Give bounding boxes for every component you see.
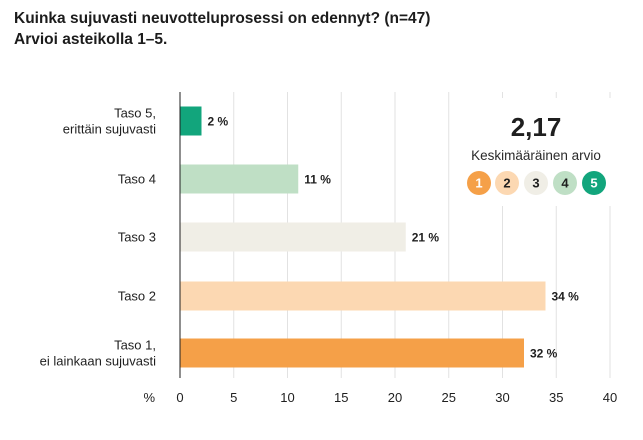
- chart-title: Kuinka sujuvasti neuvotteluprosessi on e…: [14, 8, 430, 50]
- scale-dot-label-1: 1: [475, 176, 482, 191]
- title-line-1: Kuinka sujuvasti neuvotteluprosessi on e…: [14, 10, 431, 27]
- value-label-5: 32 %: [530, 347, 558, 361]
- average-caption: Keskimääräinen arvio: [471, 148, 601, 163]
- category-label-3: Taso 3: [118, 230, 156, 245]
- x-tick-label-35: 35: [549, 390, 563, 405]
- scale-dot-5: [582, 171, 606, 195]
- x-tick-label-40: 40: [603, 390, 617, 405]
- x-tick-label-5: 5: [230, 390, 237, 405]
- scale-dot-1: [467, 171, 491, 195]
- x-tick-label-10: 10: [280, 390, 294, 405]
- value-label-4: 34 %: [552, 290, 580, 304]
- scale-dot-label-3: 3: [532, 176, 539, 191]
- title-line-2: Arvioi asteikolla 1–5.: [14, 31, 168, 48]
- value-label-2: 11 %: [304, 173, 331, 187]
- scale-dot-label-2: 2: [503, 176, 510, 191]
- x-axis: 0 5 10 15 20 25 30 35 40%: [143, 92, 617, 405]
- x-tick-label-0: 0: [176, 390, 183, 405]
- category-label-2: Taso 4: [118, 172, 156, 187]
- category-label-5: Taso 1, ei lainkaan sujuvasti: [40, 338, 156, 369]
- x-tick-label-30: 30: [495, 390, 509, 405]
- scale-dot-2: [495, 171, 519, 195]
- value-label-3: 21 %: [412, 231, 440, 245]
- category-label-4: Taso 2: [118, 289, 156, 304]
- scale-dot-label-4: 4: [561, 176, 569, 191]
- bar-1: [180, 106, 202, 136]
- average-value: 2,17: [511, 112, 562, 142]
- bar-4: [180, 281, 546, 311]
- value-label-1: 2 %: [208, 115, 229, 129]
- bar-3: [180, 222, 406, 252]
- category-label-1: Taso 5, erittäin sujuvasti: [63, 106, 156, 137]
- average-box: 2,17 Keskimääräinen arvio 1 2 3 4 5: [452, 98, 622, 206]
- bar-2: [180, 164, 299, 194]
- x-tick-label-15: 15: [334, 390, 348, 405]
- scale-dot-label-5: 5: [590, 176, 597, 191]
- x-tick-label-20: 20: [388, 390, 402, 405]
- scale-dot-3: [524, 171, 548, 195]
- x-axis-label: %: [143, 390, 155, 405]
- bar-5: [180, 338, 524, 368]
- scale-dot-4: [553, 171, 577, 195]
- x-tick-label-25: 25: [442, 390, 456, 405]
